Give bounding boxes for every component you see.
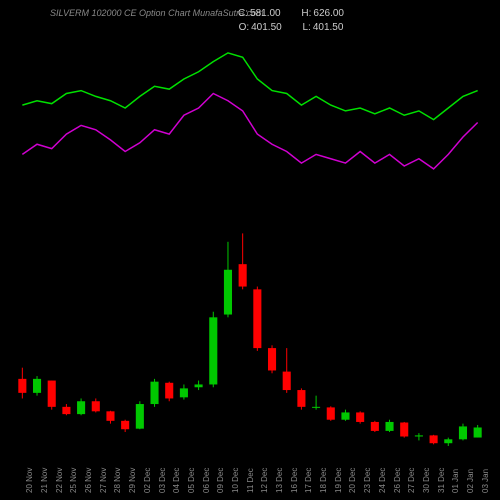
chart-container: SILVERM 102000 CE Option Chart MunafaSut…	[0, 0, 500, 500]
x-axis-label: 29 Nov	[128, 468, 137, 493]
candle-body	[195, 384, 203, 387]
x-axis-labels: 20 Nov 21 Nov 22 Nov 25 Nov 26 Nov 27 Nov 28 N…	[0, 470, 500, 500]
candle-body	[180, 388, 188, 397]
candle-body	[239, 264, 247, 286]
candle-body	[253, 289, 261, 348]
x-axis-label: 05 Dec	[187, 468, 196, 493]
candle-body	[283, 372, 291, 390]
x-axis-label: 27 Nov	[99, 468, 108, 493]
x-axis-label: 17 Dec	[304, 468, 313, 493]
x-axis-label: 02 Jan	[466, 469, 475, 493]
x-axis-label: 01 Jan	[451, 469, 460, 493]
x-axis-label: 11 Dec	[246, 468, 255, 493]
x-axis-label: 26 Nov	[84, 468, 93, 493]
candle-body	[459, 426, 467, 439]
x-axis-label: 10 Dec	[231, 468, 240, 493]
candle-body	[312, 407, 320, 408]
candle-body	[444, 439, 452, 443]
candle-body	[385, 422, 393, 431]
x-axis-label: 25 Nov	[69, 468, 78, 493]
candle-body	[430, 435, 438, 443]
x-axis-label: 12 Dec	[260, 468, 269, 493]
candle-body	[224, 270, 232, 315]
candle-body	[150, 382, 158, 404]
candle-body	[92, 401, 100, 411]
x-axis-label: 20 Nov	[25, 468, 34, 493]
candle-body	[48, 381, 56, 407]
x-axis-label: 13 Dec	[275, 468, 284, 493]
x-axis-label: 23 Dec	[363, 468, 372, 493]
candle-body	[268, 348, 276, 370]
x-axis-label: 21 Nov	[40, 468, 49, 493]
candle-body	[77, 401, 85, 414]
indicator-line-1	[22, 53, 477, 120]
x-axis-label: 04 Dec	[172, 468, 181, 493]
x-axis-label: 02 Dec	[143, 468, 152, 493]
candle-body	[400, 423, 408, 437]
x-axis-label: 22 Nov	[55, 468, 64, 493]
candle-body	[165, 383, 173, 399]
candle-body	[121, 421, 129, 429]
candle-body	[327, 407, 335, 419]
candle-body	[136, 404, 144, 429]
candle-body	[62, 407, 70, 414]
candle-body	[415, 435, 423, 436]
x-axis-label: 03 Jan	[481, 469, 490, 493]
candle-body	[356, 412, 364, 422]
indicator-line-2	[22, 94, 477, 169]
candle-body	[209, 317, 217, 384]
candle-body	[341, 412, 349, 419]
candle-body	[18, 379, 26, 393]
x-axis-label: 03 Dec	[158, 468, 167, 493]
candle-body	[474, 427, 482, 437]
candle-body	[297, 390, 305, 407]
x-axis-label: 31 Dec	[437, 468, 446, 493]
x-axis-label: 16 Dec	[290, 468, 299, 493]
candle-body	[106, 411, 114, 421]
x-axis-label: 24 Dec	[378, 468, 387, 493]
x-axis-label: 19 Dec	[334, 468, 343, 493]
candle-body	[371, 422, 379, 431]
x-axis-label: 18 Dec	[319, 468, 328, 493]
x-axis-label: 28 Nov	[113, 468, 122, 493]
x-axis-label: 26 Dec	[393, 468, 402, 493]
chart-svg	[0, 0, 500, 500]
x-axis-label: 27 Dec	[407, 468, 416, 493]
candle-body	[33, 379, 41, 393]
x-axis-label: 30 Dec	[422, 468, 431, 493]
x-axis-label: 09 Dec	[216, 468, 225, 493]
x-axis-label: 06 Dec	[202, 468, 211, 493]
x-axis-label: 20 Dec	[348, 468, 357, 493]
